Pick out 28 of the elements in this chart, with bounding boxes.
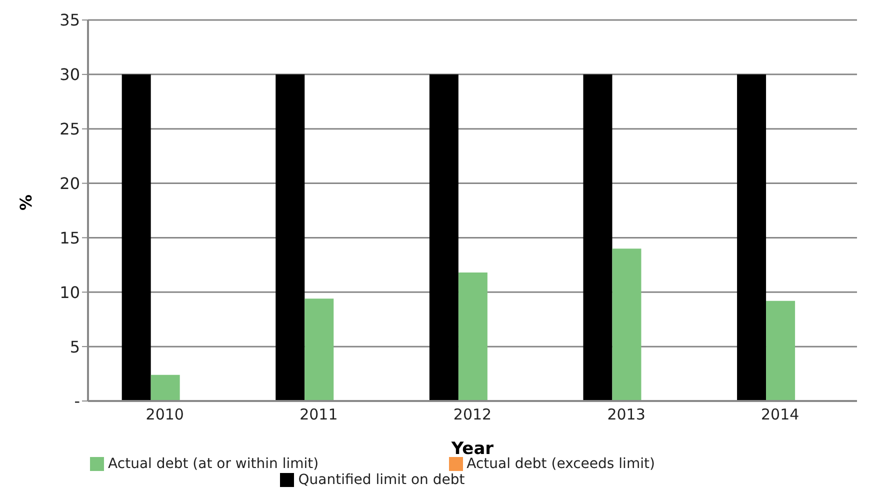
y-tick-label: 10 bbox=[60, 282, 80, 302]
y-tick-label: 25 bbox=[60, 120, 80, 139]
bar bbox=[429, 74, 458, 401]
x-axis-title: Year bbox=[450, 439, 494, 459]
x-tick-label: 2011 bbox=[300, 406, 338, 424]
y-tick-label: - bbox=[74, 392, 80, 411]
bar bbox=[583, 74, 612, 401]
y-tick-label: 30 bbox=[60, 65, 80, 84]
x-tick-label: 2010 bbox=[146, 406, 184, 424]
x-tick-label: 2013 bbox=[607, 406, 646, 424]
bar bbox=[150, 374, 180, 401]
legend-label: Actual debt (at or within limit) bbox=[108, 456, 319, 472]
bar bbox=[122, 74, 151, 401]
bar bbox=[304, 298, 334, 401]
y-tick-label: 15 bbox=[60, 228, 80, 248]
bar bbox=[737, 74, 766, 401]
y-axis-title: % bbox=[16, 194, 36, 210]
y-tick-label: 20 bbox=[60, 174, 80, 193]
bar bbox=[612, 248, 642, 401]
bar bbox=[766, 300, 796, 401]
bar bbox=[458, 272, 488, 401]
legend-label: Actual debt (exceeds limit) bbox=[466, 456, 655, 472]
legend-label: Quantified limit on debt bbox=[298, 472, 465, 488]
bar bbox=[276, 74, 305, 401]
x-tick-label: 2012 bbox=[453, 406, 492, 424]
y-tick-label: 35 bbox=[60, 10, 80, 30]
x-tick-label: 2014 bbox=[761, 406, 800, 424]
y-tick-label: 5 bbox=[70, 337, 80, 356]
